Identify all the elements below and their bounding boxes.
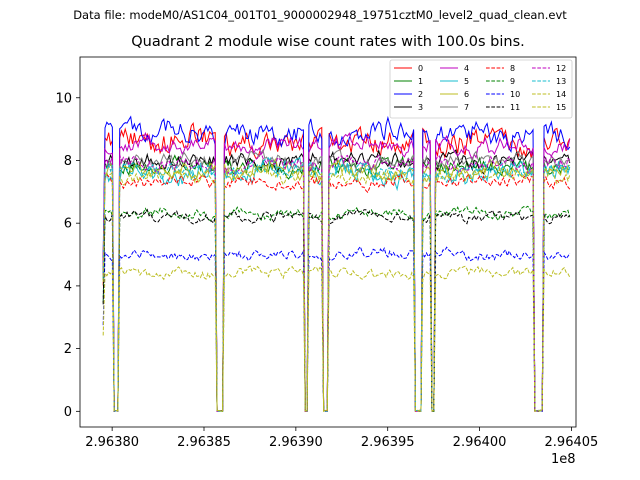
legend-label: 6 bbox=[464, 90, 469, 99]
x-tick-label: 2.96380 bbox=[85, 435, 139, 450]
legend-label: 8 bbox=[510, 64, 515, 73]
legend-label: 5 bbox=[464, 77, 469, 86]
legend-label: 9 bbox=[510, 77, 515, 86]
y-tick-label: 0 bbox=[64, 405, 72, 420]
series-line-8 bbox=[102, 172, 571, 412]
y-tick-label: 8 bbox=[64, 154, 72, 169]
legend-label: 7 bbox=[464, 103, 469, 112]
legend-label: 4 bbox=[464, 64, 469, 73]
axes-border bbox=[79, 56, 577, 428]
y-tick-label: 6 bbox=[64, 217, 72, 232]
legend-label: 1 bbox=[418, 77, 423, 86]
x-tick-label: 2.96390 bbox=[269, 435, 323, 450]
legend-label: 15 bbox=[556, 103, 566, 112]
y-tick-label: 10 bbox=[55, 91, 72, 106]
series-line-10 bbox=[102, 245, 571, 412]
series-line-12 bbox=[102, 152, 571, 412]
y-axis: 0 2 4 6 8 10 bbox=[55, 91, 80, 420]
series-line-15 bbox=[102, 164, 571, 413]
legend-box bbox=[389, 59, 573, 119]
x-axis: 2.96380 2.96385 2.96390 2.96395 2.96400 2.964… bbox=[85, 427, 598, 450]
legend-label: 11 bbox=[510, 103, 520, 112]
x-axis-offset-label: 1e8 bbox=[551, 452, 576, 467]
chart-suptitle: Data file: modeM0/AS1C04_001T01_90000029… bbox=[73, 8, 567, 22]
series-line-1 bbox=[102, 154, 570, 412]
y-tick-label: 2 bbox=[64, 342, 72, 357]
series-line-2 bbox=[102, 115, 571, 412]
series-line-6 bbox=[102, 157, 570, 412]
series-lines bbox=[102, 115, 571, 413]
legend-label: 0 bbox=[418, 64, 423, 73]
series-line-4 bbox=[102, 131, 571, 413]
series-line-14 bbox=[102, 265, 571, 412]
legend-label: 13 bbox=[556, 77, 566, 86]
axes-frame bbox=[79, 56, 577, 428]
series-line-0 bbox=[102, 121, 571, 413]
series-line-5 bbox=[102, 156, 571, 412]
legend-label: 2 bbox=[418, 90, 423, 99]
x-tick-label: 2.96405 bbox=[545, 435, 599, 450]
legend-label: 3 bbox=[418, 103, 423, 112]
series-line-3 bbox=[102, 148, 571, 412]
legend-label: 10 bbox=[510, 90, 520, 99]
series-line-13 bbox=[102, 157, 571, 412]
x-tick-label: 2.96385 bbox=[177, 435, 231, 450]
y-tick-label: 4 bbox=[64, 279, 72, 294]
legend-label: 14 bbox=[556, 90, 566, 99]
series-line-11 bbox=[102, 208, 571, 412]
series-line-7 bbox=[102, 148, 571, 412]
series-line-9 bbox=[102, 205, 571, 412]
x-tick-label: 2.96400 bbox=[453, 435, 507, 450]
legend-label: 12 bbox=[556, 64, 566, 73]
x-tick-label: 2.96395 bbox=[361, 435, 415, 450]
chart-title: Quadrant 2 module wise count rates with … bbox=[131, 34, 525, 50]
